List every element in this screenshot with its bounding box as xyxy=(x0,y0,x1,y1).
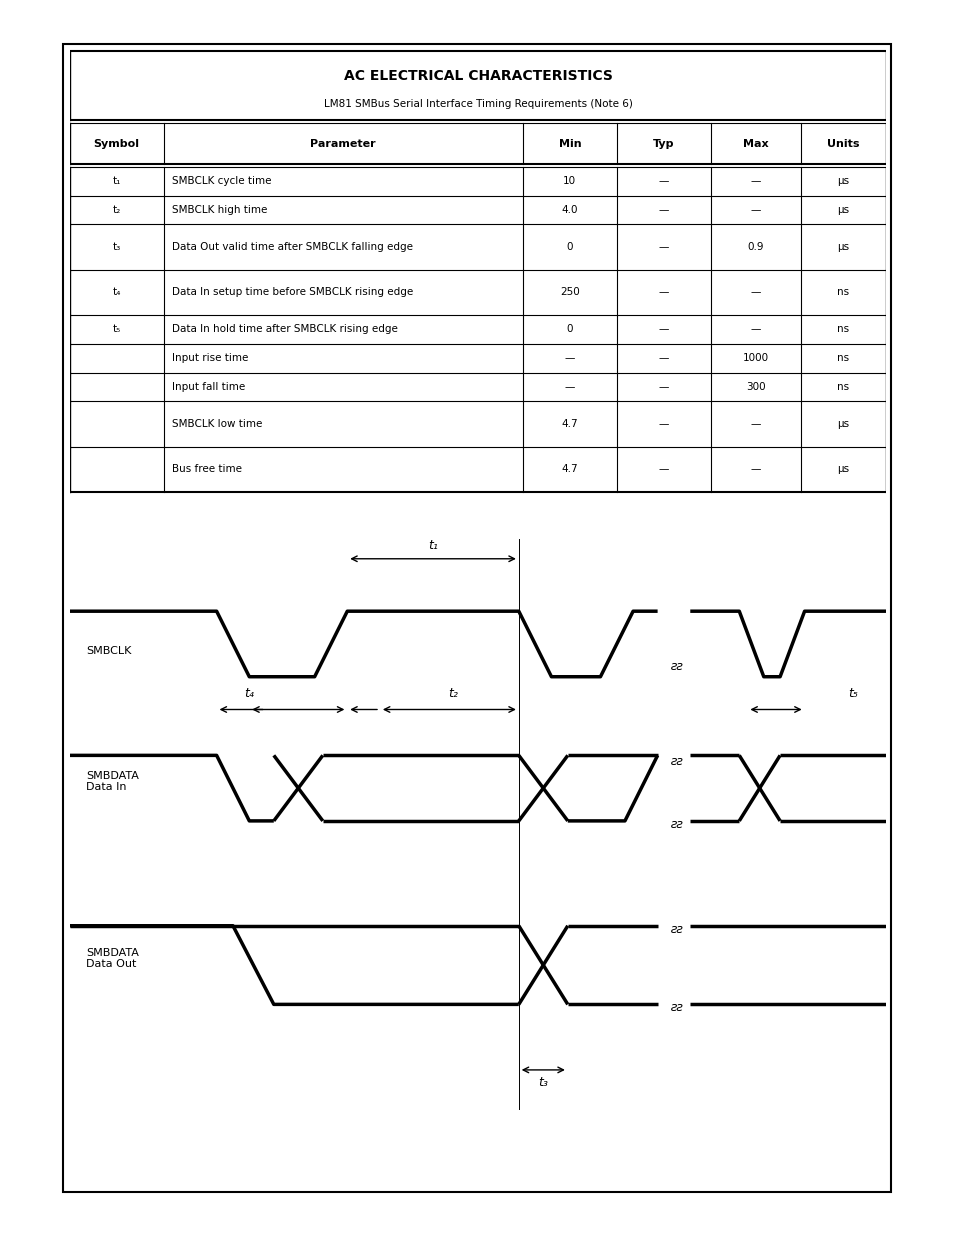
Text: Data In hold time after SMBCLK rising edge: Data In hold time after SMBCLK rising ed… xyxy=(172,325,397,335)
Text: —: — xyxy=(750,205,760,215)
Text: —: — xyxy=(564,382,575,391)
Text: t₁: t₁ xyxy=(112,177,121,186)
Text: t₂: t₂ xyxy=(448,687,457,700)
Text: —: — xyxy=(658,325,668,335)
Text: SMBCLK: SMBCLK xyxy=(86,646,132,656)
Text: 4.7: 4.7 xyxy=(561,419,578,429)
Text: —: — xyxy=(750,288,760,298)
Text: —: — xyxy=(658,288,668,298)
Text: SMBDATA
Data In: SMBDATA Data In xyxy=(86,771,139,793)
Text: —: — xyxy=(658,419,668,429)
Text: ns: ns xyxy=(837,353,848,363)
Text: t₂: t₂ xyxy=(112,205,121,215)
Text: Input fall time: Input fall time xyxy=(172,382,245,391)
Text: —: — xyxy=(750,177,760,186)
Text: —: — xyxy=(658,177,668,186)
Text: —: — xyxy=(658,242,668,252)
Text: μs: μs xyxy=(837,177,848,186)
Text: 4.7: 4.7 xyxy=(561,464,578,474)
Text: —: — xyxy=(750,464,760,474)
Text: 0: 0 xyxy=(566,325,573,335)
Text: 1000: 1000 xyxy=(741,353,768,363)
Text: ns: ns xyxy=(837,382,848,391)
Text: —: — xyxy=(658,353,668,363)
Text: t₅: t₅ xyxy=(112,325,121,335)
Text: AC ELECTRICAL CHARACTERISTICS: AC ELECTRICAL CHARACTERISTICS xyxy=(343,69,612,84)
Text: 0.9: 0.9 xyxy=(746,242,763,252)
Text: Typ: Typ xyxy=(652,138,674,148)
Text: 250: 250 xyxy=(559,288,579,298)
Text: —: — xyxy=(658,464,668,474)
Text: —: — xyxy=(658,205,668,215)
Text: Data In setup time before SMBCLK rising edge: Data In setup time before SMBCLK rising … xyxy=(172,288,413,298)
Text: ns: ns xyxy=(837,288,848,298)
Text: μs: μs xyxy=(837,242,848,252)
Text: Data Out valid time after SMBCLK falling edge: Data Out valid time after SMBCLK falling… xyxy=(172,242,413,252)
Text: t₄: t₄ xyxy=(112,288,121,298)
Text: 4.0: 4.0 xyxy=(561,205,578,215)
Text: μs: μs xyxy=(837,464,848,474)
Text: SMBCLK high time: SMBCLK high time xyxy=(172,205,267,215)
Text: SMBDATA
Data Out: SMBDATA Data Out xyxy=(86,947,139,969)
Text: ƨƨ: ƨƨ xyxy=(669,1002,682,1014)
Text: t₃: t₃ xyxy=(112,242,121,252)
Text: t₅: t₅ xyxy=(848,687,858,700)
Text: Bus free time: Bus free time xyxy=(172,464,241,474)
Text: t₄: t₄ xyxy=(244,687,253,700)
Text: ƨƨ: ƨƨ xyxy=(669,923,682,936)
Text: —: — xyxy=(750,419,760,429)
Text: —: — xyxy=(564,353,575,363)
Text: Max: Max xyxy=(742,138,767,148)
Text: Units: Units xyxy=(826,138,859,148)
Text: 10: 10 xyxy=(562,177,576,186)
Text: ƨƨ: ƨƨ xyxy=(669,661,682,673)
Text: SMBCLK cycle time: SMBCLK cycle time xyxy=(172,177,271,186)
Text: 0: 0 xyxy=(566,242,573,252)
Text: —: — xyxy=(750,325,760,335)
Text: μs: μs xyxy=(837,419,848,429)
Text: LM81 SMBus Serial Interface Timing Requirements (Note 6): LM81 SMBus Serial Interface Timing Requi… xyxy=(323,99,632,109)
Text: t₁: t₁ xyxy=(428,540,437,552)
Text: ƨƨ: ƨƨ xyxy=(669,818,682,831)
Text: t₃: t₃ xyxy=(537,1077,548,1089)
Text: Min: Min xyxy=(558,138,580,148)
Text: Symbol: Symbol xyxy=(93,138,139,148)
Text: Input rise time: Input rise time xyxy=(172,353,248,363)
Bar xyxy=(63,44,890,1192)
Text: ns: ns xyxy=(837,325,848,335)
Text: SMBCLK low time: SMBCLK low time xyxy=(172,419,262,429)
Text: Parameter: Parameter xyxy=(310,138,375,148)
Text: μs: μs xyxy=(837,205,848,215)
Text: —: — xyxy=(658,382,668,391)
Text: ƨƨ: ƨƨ xyxy=(669,756,682,768)
Text: 300: 300 xyxy=(745,382,764,391)
